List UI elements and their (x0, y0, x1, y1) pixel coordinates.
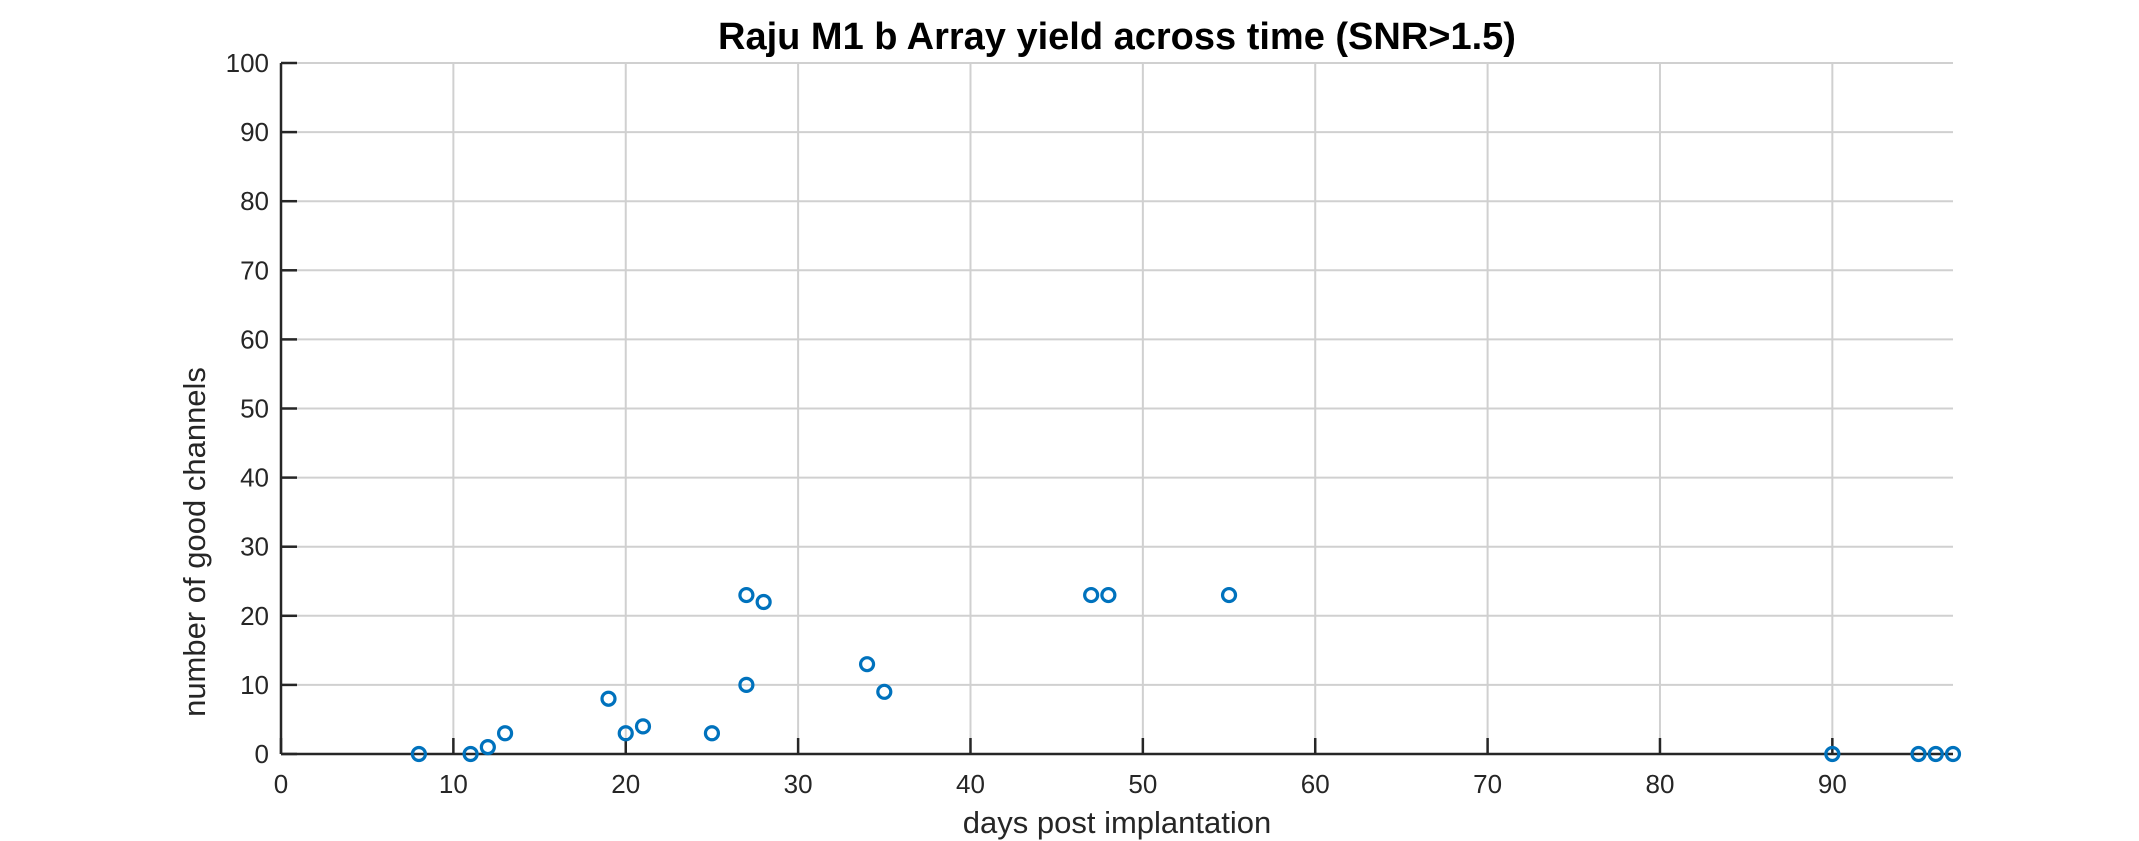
x-tick-label: 20 (611, 769, 640, 799)
data-point (858, 656, 876, 673)
x-tick-label: 60 (1301, 769, 1330, 799)
x-axis-ticks: 0 10 20 30 40 50 60 70 80 90 (274, 738, 1847, 799)
grid (281, 62, 1953, 754)
data-point (617, 725, 634, 742)
y-tick-label: 50 (240, 394, 269, 424)
data-point (1083, 586, 1100, 604)
data-point (738, 586, 755, 604)
x-tick-label: 10 (439, 769, 468, 799)
data-points (410, 586, 1962, 763)
y-tick-label: 30 (240, 532, 269, 562)
data-point (600, 690, 617, 707)
y-tick-label: 40 (240, 463, 269, 493)
data-point (1927, 745, 1944, 763)
y-tick-label: 10 (240, 670, 269, 700)
data-point (1220, 586, 1238, 604)
chart-title: Raju M1 b Array yield across time (SNR>1… (718, 16, 1516, 58)
data-point (410, 745, 427, 763)
x-tick-label: 90 (1818, 769, 1847, 799)
y-tick-label: 20 (240, 601, 269, 631)
x-tick-label: 80 (1646, 769, 1675, 799)
y-axis-ticks: 0 10 20 30 40 50 60 70 80 90 100 (226, 48, 297, 769)
data-point (479, 738, 496, 756)
data-point (1910, 745, 1927, 763)
data-point (1824, 745, 1841, 763)
data-point (1944, 745, 1962, 763)
x-tick-label: 0 (274, 769, 288, 799)
data-point (1100, 586, 1117, 604)
data-point (703, 725, 721, 742)
y-tick-label: 60 (240, 324, 269, 354)
x-tick-label: 30 (784, 769, 813, 799)
x-tick-label: 70 (1473, 769, 1502, 799)
y-tick-label: 70 (240, 255, 269, 285)
y-tick-label: 0 (255, 739, 269, 769)
x-tick-label: 50 (1128, 769, 1157, 799)
data-point (755, 593, 772, 611)
data-point (876, 683, 893, 700)
data-point (496, 725, 514, 742)
data-point (462, 745, 479, 763)
data-point (634, 718, 652, 735)
y-tick-label: 90 (240, 117, 269, 147)
data-point (738, 676, 755, 694)
y-axis-label: number of good channels (177, 367, 212, 717)
y-tick-label: 80 (240, 186, 269, 216)
y-tick-label: 100 (226, 48, 269, 78)
x-tick-label: 40 (956, 769, 985, 799)
x-axis-label: days post implantation (963, 805, 1271, 840)
